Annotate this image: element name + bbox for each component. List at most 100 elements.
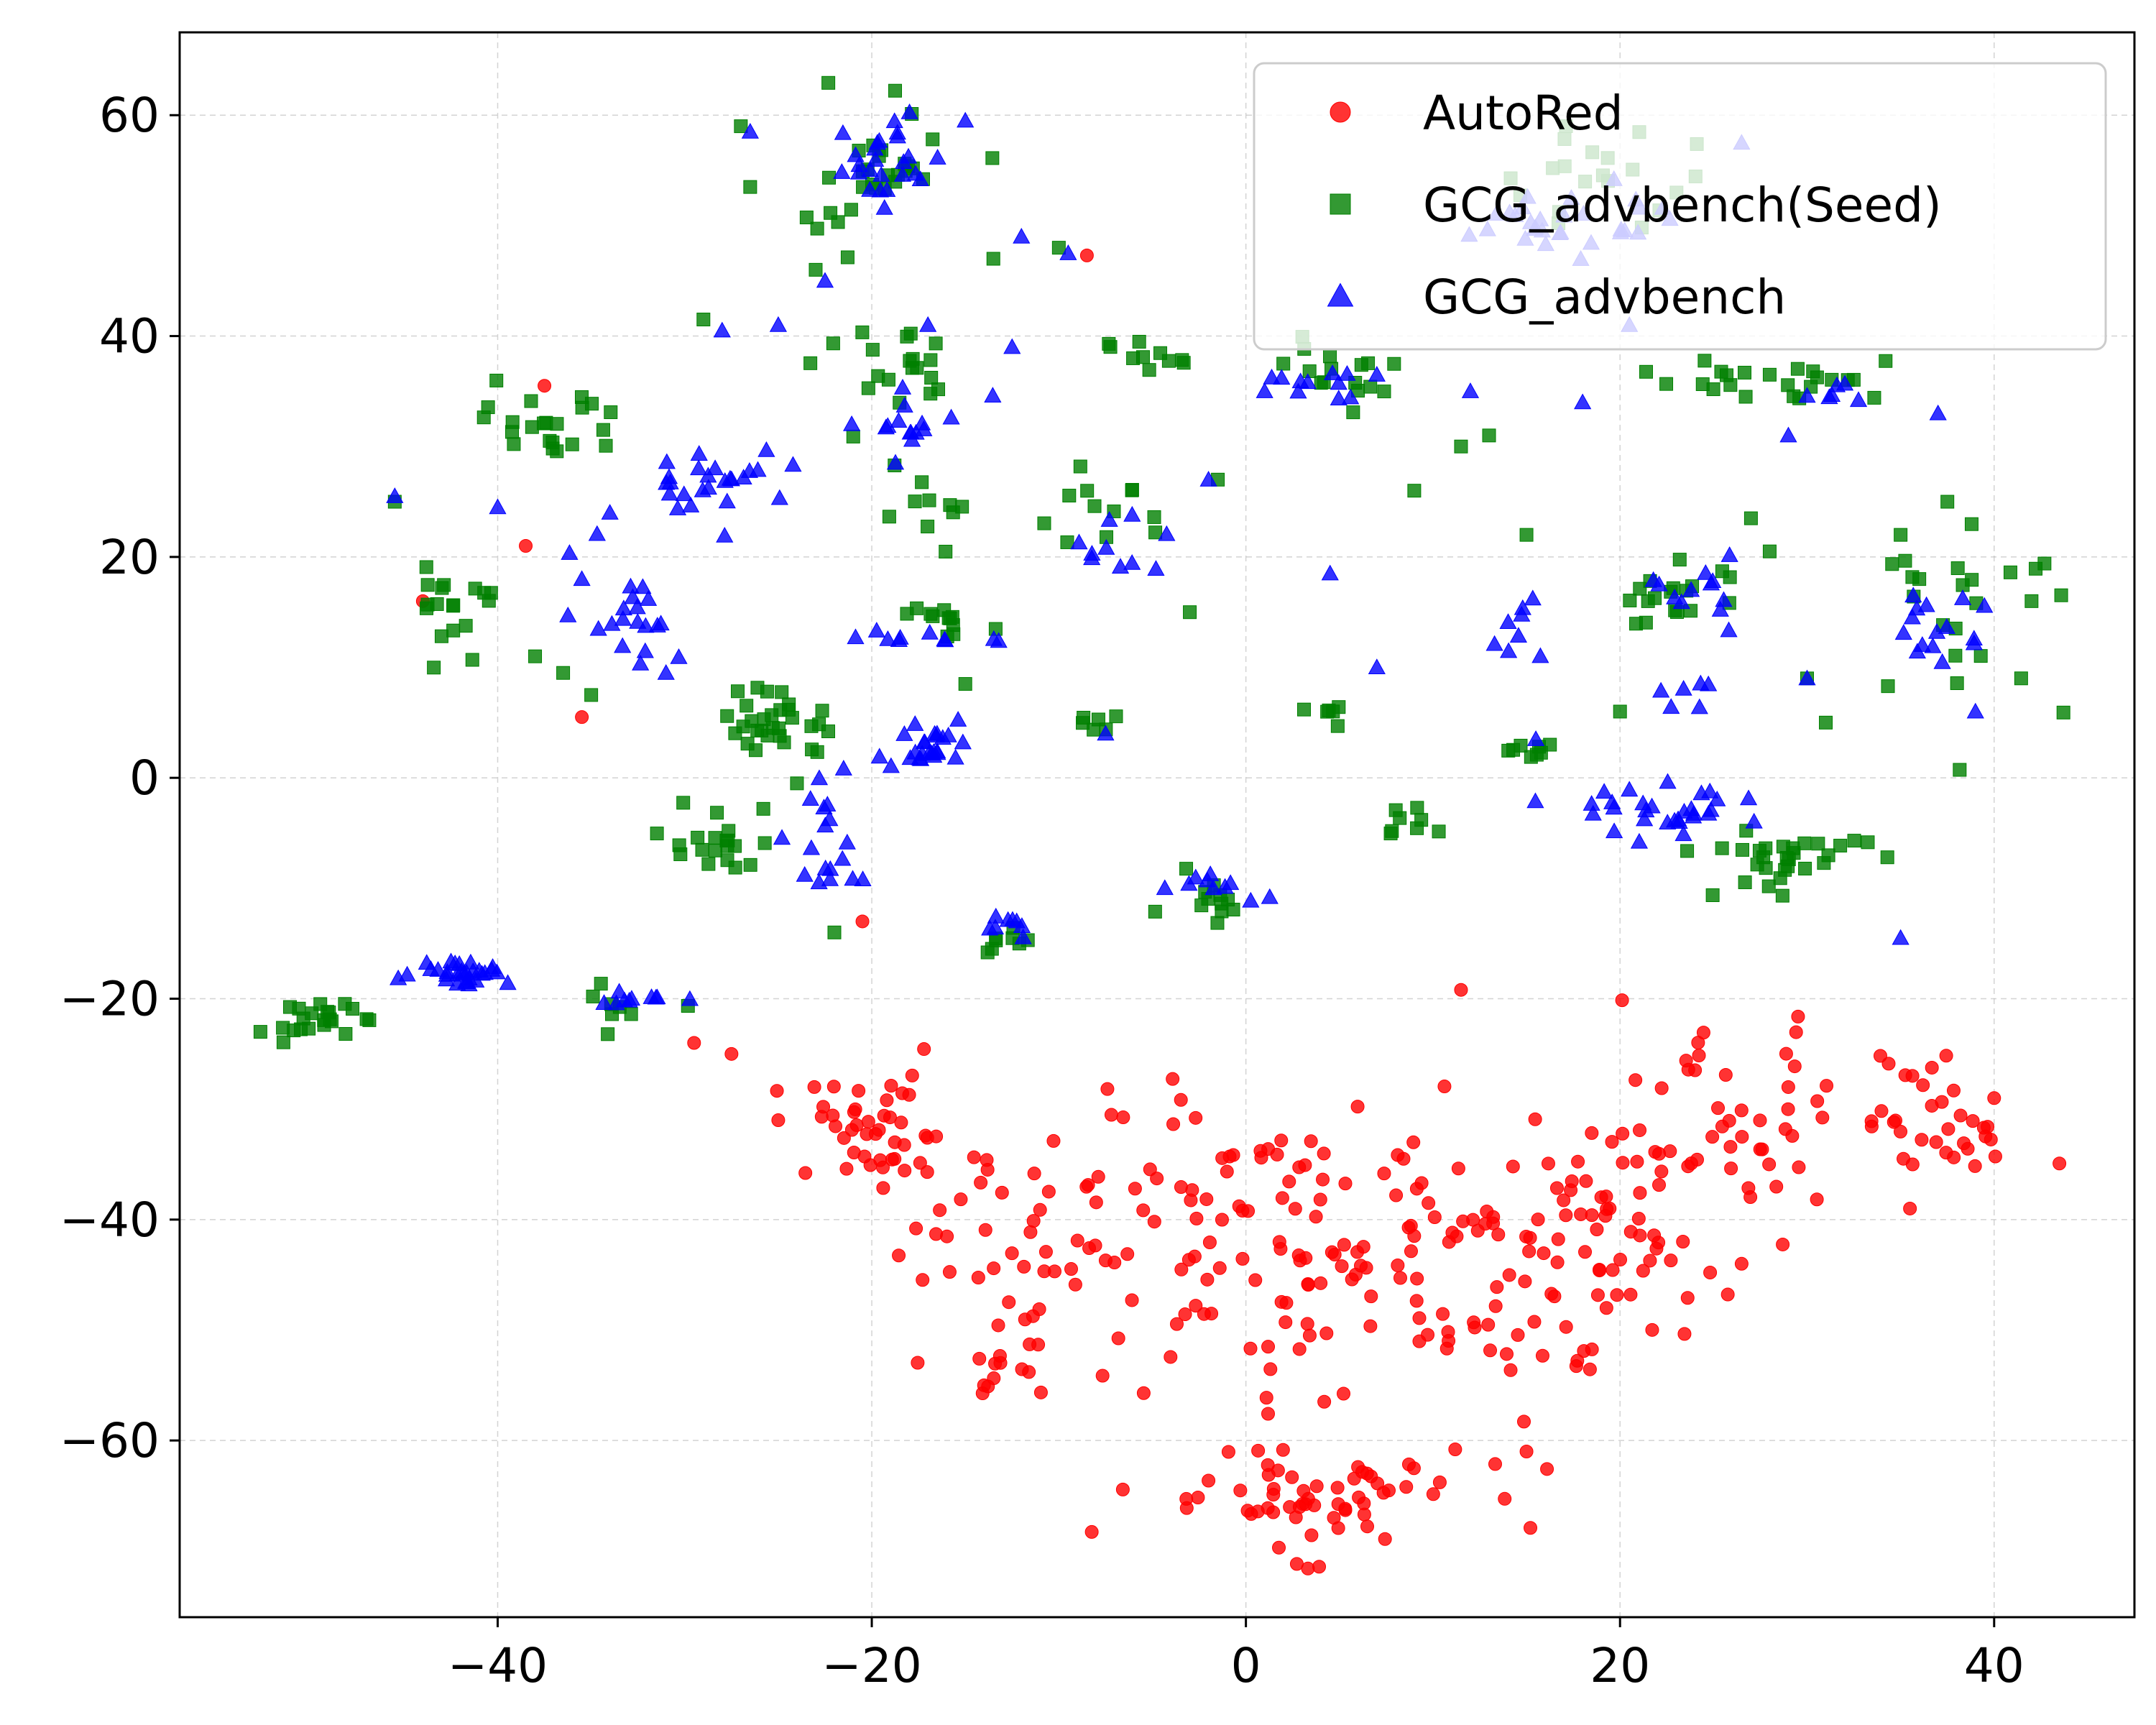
circle-point — [1136, 1203, 1151, 1218]
square-point — [1743, 511, 1758, 525]
y-tick-label: 60 — [99, 88, 160, 143]
circle-point — [1174, 1262, 1189, 1276]
square-point — [824, 206, 838, 220]
square-point — [1762, 367, 1777, 382]
circle-point — [1002, 1295, 1016, 1310]
triangle-point — [741, 123, 759, 139]
triangle-point — [614, 610, 632, 626]
square-point — [2014, 671, 2028, 686]
circle-point — [826, 1080, 841, 1094]
triangle-point — [1892, 929, 1909, 945]
square-point — [481, 400, 495, 415]
triangle-point — [1953, 589, 1972, 605]
square-point — [1639, 615, 1653, 630]
triangle-point — [1682, 581, 1700, 597]
triangle-point — [1636, 810, 1654, 827]
circle-point — [1585, 1126, 1599, 1140]
circle-point — [1953, 1108, 1968, 1123]
triangle-point — [722, 470, 740, 487]
square-point — [1790, 362, 1805, 376]
square-point — [745, 714, 759, 728]
triangle-point — [681, 990, 699, 1006]
triangle-point — [1111, 558, 1130, 574]
square-point — [1715, 841, 1729, 855]
triangle-point — [647, 988, 665, 1005]
circle-point — [770, 1084, 784, 1098]
circle-point — [875, 1160, 890, 1174]
square-point — [1142, 363, 1156, 377]
triangle-point — [628, 598, 646, 615]
square-point — [2003, 565, 2017, 579]
circle-point — [1559, 1208, 1573, 1223]
y-tick-label: −20 — [60, 972, 160, 1027]
square-point — [1697, 354, 1712, 368]
square-point — [1080, 484, 1095, 498]
square-point — [1226, 903, 1240, 917]
circle-point — [1377, 1167, 1391, 1181]
square-point — [2029, 561, 2043, 576]
square-point — [2056, 705, 2070, 719]
circle-point — [1204, 1307, 1219, 1321]
circle-point — [1125, 1293, 1139, 1307]
triangle-point — [796, 865, 814, 882]
square-point — [1953, 763, 1967, 777]
square-point — [624, 1007, 638, 1021]
circle-point — [1925, 1098, 1939, 1113]
circle-point — [1128, 1182, 1142, 1196]
square-point — [302, 1021, 316, 1036]
triangle-point — [1662, 698, 1680, 714]
circle-point — [987, 1261, 1001, 1276]
circle-point — [1810, 1094, 1825, 1108]
square-point — [1323, 349, 1337, 364]
circle-point — [1616, 1156, 1630, 1170]
circle-point — [1350, 1245, 1365, 1259]
circle-point — [1212, 1261, 1227, 1275]
circle-point — [1111, 1331, 1125, 1346]
circle-point — [1189, 1299, 1203, 1313]
triangle-point — [456, 972, 475, 989]
triangle-point — [637, 617, 655, 633]
circle-point — [1253, 1144, 1268, 1158]
circle-point — [1711, 1101, 1726, 1116]
circle-point — [1755, 1142, 1769, 1156]
circle-point — [1894, 1124, 1908, 1138]
triangle-point — [1461, 382, 1480, 398]
circle-point — [1354, 1259, 1368, 1273]
square-point — [1821, 848, 1835, 862]
circle-point — [1404, 1244, 1418, 1259]
circle-point — [1988, 1149, 2002, 1164]
square-point — [924, 370, 939, 385]
square-point — [939, 544, 953, 558]
circle-point — [1820, 1079, 1834, 1093]
circle-point — [1623, 1287, 1638, 1302]
circle-point — [1302, 1328, 1317, 1343]
circle-point — [1179, 1501, 1194, 1515]
circle-point — [1939, 1049, 1953, 1063]
triangle-point — [906, 715, 924, 731]
circle-point — [888, 1135, 902, 1149]
triangle-point — [919, 316, 937, 332]
square-point — [840, 250, 854, 264]
circle-point — [954, 1192, 968, 1207]
circle-point — [1549, 1181, 1564, 1195]
square-point — [586, 989, 600, 1003]
square-point — [2054, 588, 2068, 602]
circle-point — [1648, 1145, 1662, 1159]
circle-point — [1309, 1479, 1324, 1494]
square-point — [799, 211, 814, 225]
circle-point — [1437, 1080, 1452, 1094]
square-point — [539, 415, 553, 430]
square-point — [1410, 821, 1424, 835]
circle-point — [1547, 1289, 1562, 1304]
circle-point — [1376, 1486, 1391, 1500]
circle-point — [1406, 1135, 1421, 1149]
square-point — [865, 343, 880, 357]
circle-point — [1448, 1443, 1462, 1457]
triangle-point — [1894, 624, 1912, 640]
square-point — [1354, 358, 1368, 372]
triangle-point — [1917, 596, 1935, 612]
circle-point — [1810, 1192, 1824, 1207]
square-point — [1885, 557, 1899, 571]
circle-point — [771, 1113, 786, 1128]
circle-point — [1636, 1264, 1650, 1278]
